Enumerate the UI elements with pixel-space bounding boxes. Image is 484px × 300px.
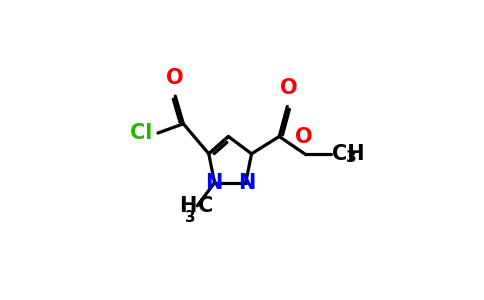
Text: O: O [166, 68, 184, 88]
Text: O: O [295, 127, 312, 147]
Text: C: C [198, 196, 213, 216]
Text: CH: CH [333, 144, 365, 164]
Text: Cl: Cl [130, 123, 152, 143]
Text: 3: 3 [346, 151, 357, 166]
Text: 3: 3 [185, 210, 196, 225]
Text: N: N [238, 173, 256, 193]
Text: N: N [205, 173, 222, 193]
Text: H: H [179, 196, 196, 216]
Text: O: O [280, 78, 297, 98]
